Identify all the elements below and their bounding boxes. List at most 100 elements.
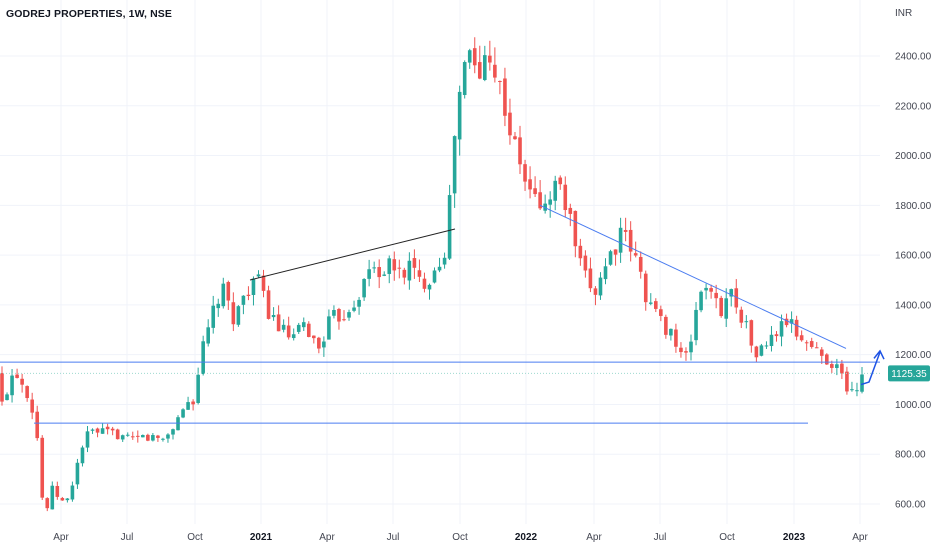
candle-body	[110, 428, 115, 431]
candle-body	[462, 62, 467, 96]
candle-body	[749, 320, 754, 346]
candle-body	[251, 278, 256, 296]
y-tick-label: 800.00	[895, 450, 926, 461]
candle-body	[457, 91, 462, 140]
candle-body	[10, 375, 14, 396]
candle-body	[528, 179, 532, 190]
candle-body	[442, 257, 447, 265]
y-tick-label: 1000.00	[895, 400, 932, 411]
y-tick-label: 2400.00	[895, 52, 932, 63]
candle-body	[402, 269, 407, 278]
candle-body	[337, 308, 341, 322]
candle-body	[352, 307, 356, 311]
candle-body	[452, 136, 457, 194]
candle-body	[518, 137, 522, 165]
y-tick-label: 1200.00	[895, 350, 932, 361]
candle-body	[296, 324, 301, 332]
candle-body	[437, 266, 442, 271]
candle-body	[201, 341, 205, 374]
candle-body	[523, 164, 527, 182]
candle-body	[553, 180, 558, 201]
candle-body	[543, 203, 547, 211]
candle-body	[664, 316, 668, 335]
projection-arrowhead	[873, 349, 885, 360]
candle-body	[789, 319, 794, 324]
candle-body	[598, 277, 603, 296]
candle-body	[830, 364, 834, 368]
candle-body	[35, 411, 40, 439]
candle-body	[477, 62, 482, 79]
candle-body	[618, 227, 623, 253]
candle-body	[794, 319, 799, 337]
candle-body	[578, 245, 583, 259]
chart-title: GODREJ PROPERTIES, 1W, NSE	[6, 8, 172, 20]
candle-body	[236, 306, 241, 325]
candle-body	[55, 485, 60, 497]
candle-body	[196, 374, 200, 403]
candle-body	[20, 378, 24, 385]
candle-body	[191, 401, 195, 405]
candle-body	[804, 342, 809, 344]
candle-body	[558, 177, 563, 185]
candle-body	[498, 80, 502, 82]
candle-body	[146, 434, 150, 441]
candle-body	[135, 435, 140, 437]
candle-body	[689, 341, 693, 353]
candle-body	[729, 289, 734, 297]
candle-body	[332, 310, 336, 316]
candle-body	[30, 399, 34, 413]
candle-body	[286, 325, 291, 338]
candle-body	[322, 341, 326, 348]
candle-body	[860, 374, 864, 392]
candle-body	[387, 258, 392, 274]
candle-body	[407, 260, 412, 281]
candle-body	[25, 386, 29, 399]
candle-body	[141, 435, 145, 438]
candle-body	[503, 78, 507, 116]
y-tick-label: 2000.00	[895, 151, 932, 162]
x-tick-label: Apr	[319, 532, 335, 543]
candle-body	[573, 210, 578, 247]
candle-body	[372, 267, 376, 269]
candle-body	[734, 288, 739, 308]
candle-body	[221, 283, 226, 307]
candle-body	[568, 207, 573, 214]
candle-body	[80, 447, 85, 464]
candle-body	[171, 429, 175, 435]
candle-body	[211, 305, 216, 328]
candle-body	[15, 374, 19, 378]
candle-body	[704, 287, 708, 291]
candle-body	[347, 312, 351, 318]
candle-body	[357, 299, 361, 307]
candle-body	[105, 426, 110, 430]
candle-body	[603, 266, 608, 280]
candle-body	[246, 294, 251, 297]
candle-body	[427, 284, 432, 290]
candle-body	[0, 373, 4, 402]
candle-body	[422, 278, 427, 289]
candle-body	[75, 462, 80, 485]
candle-body	[628, 229, 633, 252]
candle-body	[276, 314, 281, 332]
y-tick-label: 2200.00	[895, 101, 932, 112]
candle-body	[45, 498, 50, 509]
candle-body	[774, 334, 779, 337]
candle-body	[125, 434, 130, 436]
candle-body	[508, 112, 512, 136]
candle-body	[850, 389, 854, 391]
candle-body	[392, 259, 397, 271]
candle-body	[533, 188, 537, 195]
y-tick-label: 1600.00	[895, 251, 932, 262]
candle-body	[754, 346, 759, 358]
candle-body	[488, 55, 492, 63]
candle-body	[613, 249, 618, 255]
candle-body	[65, 498, 70, 501]
last-price-badge	[888, 365, 930, 382]
y-tick-label: 1800.00	[895, 201, 932, 212]
candle-body	[241, 295, 246, 305]
candle-body	[256, 274, 261, 277]
projection-arrow	[860, 351, 881, 386]
candle-body	[694, 309, 698, 341]
